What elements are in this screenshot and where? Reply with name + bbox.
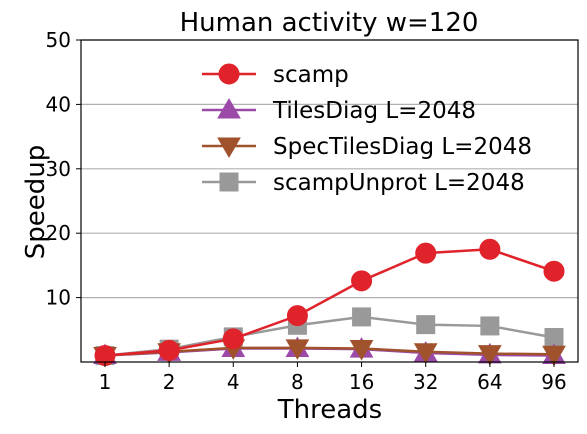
x-tick-label: 96 bbox=[541, 370, 566, 394]
legend-marker bbox=[219, 172, 239, 192]
legend-item: TilesDiag L=2048 bbox=[202, 98, 476, 124]
legend-label: scampUnprot L=2048 bbox=[273, 170, 525, 196]
y-tick-label: 40 bbox=[46, 92, 71, 116]
legend-item: SpecTilesDiag L=2048 bbox=[202, 134, 532, 160]
data-point bbox=[543, 260, 565, 282]
data-point bbox=[479, 238, 501, 260]
legend-label: scamp bbox=[273, 62, 349, 88]
chart-title: Human activity w=120 bbox=[180, 8, 479, 38]
x-tick-label: 4 bbox=[227, 370, 240, 394]
series-layer bbox=[93, 238, 566, 368]
data-point bbox=[416, 315, 436, 335]
legend-label: TilesDiag L=2048 bbox=[272, 98, 476, 124]
data-point bbox=[542, 345, 566, 367]
x-tick-label: 2 bbox=[163, 370, 176, 394]
legend-marker bbox=[217, 137, 241, 158]
y-axis-label: Speedup bbox=[21, 145, 51, 260]
data-point bbox=[349, 339, 374, 361]
legend-item: scampUnprot L=2048 bbox=[202, 170, 525, 196]
x-tick-label: 16 bbox=[349, 370, 374, 394]
data-point bbox=[352, 307, 372, 327]
y-tick-label: 20 bbox=[46, 221, 71, 245]
y-tick-label: 10 bbox=[46, 286, 71, 310]
data-point bbox=[477, 345, 502, 366]
data-point bbox=[158, 339, 180, 361]
data-point bbox=[222, 328, 244, 350]
data-point bbox=[285, 339, 310, 360]
x-tick-label: 64 bbox=[477, 370, 502, 394]
data-point bbox=[480, 316, 500, 336]
legend-label: SpecTilesDiag L=2048 bbox=[273, 134, 532, 160]
x-axis: 1 2 4 8 16 32 64 96 bbox=[99, 362, 567, 394]
y-axis: 10 20 30 40 50 bbox=[46, 28, 81, 310]
data-point bbox=[413, 343, 438, 364]
legend-marker bbox=[218, 63, 240, 85]
legend-marker bbox=[217, 98, 241, 119]
series-line bbox=[104, 315, 555, 357]
y-tick-label: 30 bbox=[46, 157, 71, 181]
data-point bbox=[286, 305, 308, 327]
x-tick-label: 8 bbox=[291, 370, 304, 394]
plot-frame bbox=[80, 39, 579, 363]
data-point bbox=[351, 270, 373, 292]
legend-item: scamp bbox=[202, 62, 349, 88]
series-line bbox=[104, 346, 555, 357]
x-tick-label: 1 bbox=[99, 370, 112, 394]
series-line bbox=[104, 248, 555, 357]
series-0 bbox=[94, 238, 565, 367]
y-tick-label: 50 bbox=[46, 28, 71, 52]
x-tick-label: 32 bbox=[413, 370, 438, 394]
legend: scamp TilesDiag L=2048 SpecTilesDiag L=204… bbox=[202, 62, 532, 196]
data-point bbox=[415, 242, 437, 264]
x-axis-label: Threads bbox=[277, 395, 382, 425]
